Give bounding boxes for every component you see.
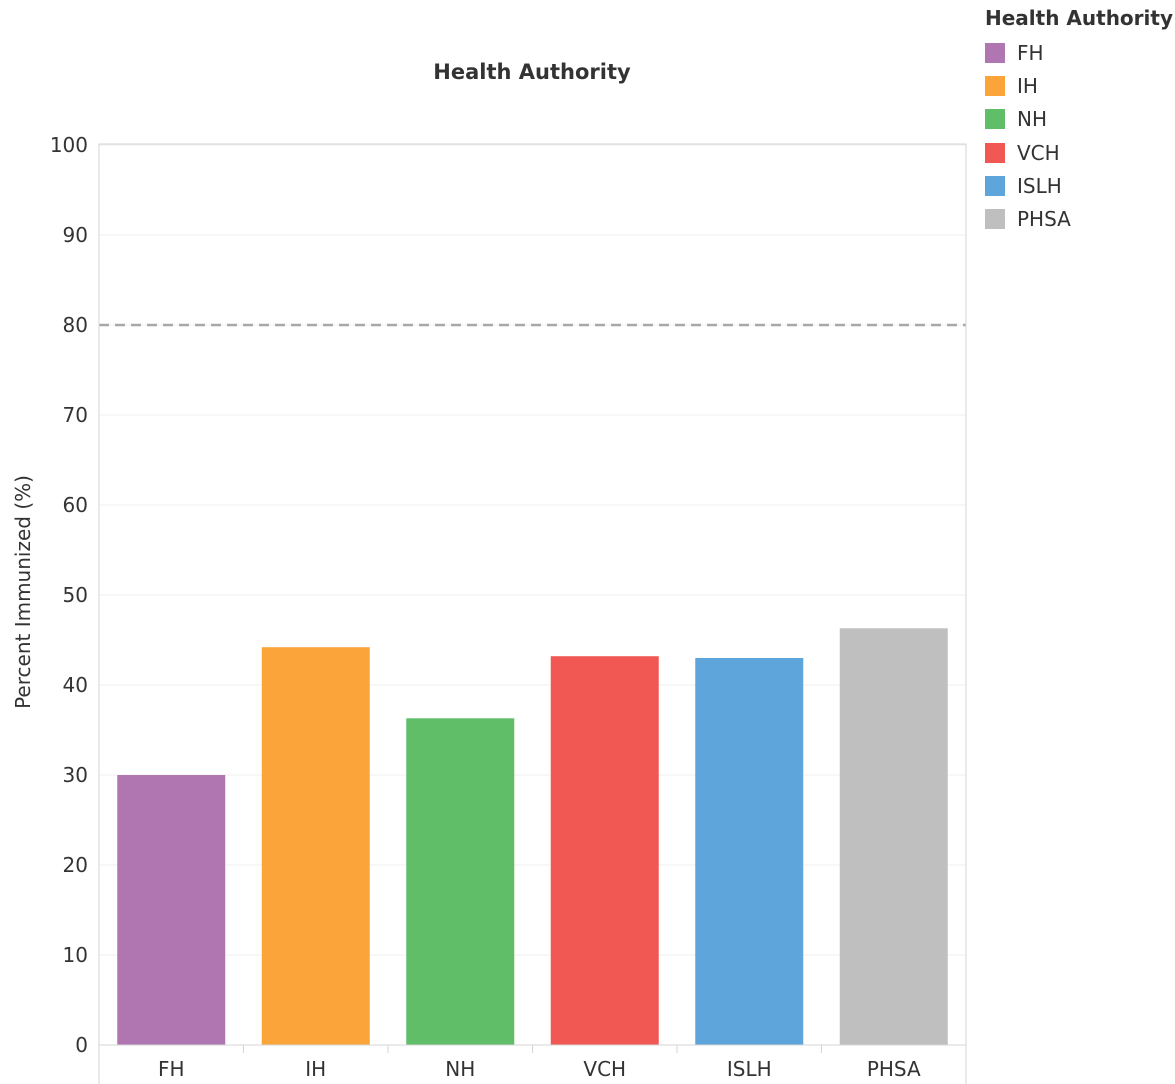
legend-swatch — [985, 42, 1005, 63]
x-tick-labels: FH IH NH VCH ISLH PHSA — [158, 1045, 921, 1081]
bar-vch — [550, 656, 659, 1045]
chart-title: Health Authority — [433, 60, 631, 84]
x-tick-label: FH — [158, 1057, 185, 1081]
legend-label: VCH — [1017, 140, 1060, 165]
legend-item-vch[interactable]: VCH — [985, 136, 1173, 169]
y-tick-label: 60 — [63, 493, 88, 517]
legend-swatch — [985, 109, 1005, 130]
bar-phsa — [839, 628, 948, 1045]
legend-label: ISLH — [1017, 173, 1062, 198]
x-tick-label: ISLH — [727, 1057, 772, 1081]
y-tick-label: 50 — [63, 583, 88, 607]
legend-swatch — [985, 209, 1005, 230]
bar-fh — [117, 775, 226, 1045]
axes — [98, 143, 967, 1084]
y-tick-labels: 0 10 20 30 40 50 60 70 80 90 100 — [50, 133, 88, 1057]
legend-items: FH IH NH VCH ISLH PHSA — [985, 36, 1173, 236]
y-tick-label: 0 — [75, 1033, 88, 1057]
y-tick-label: 80 — [63, 313, 88, 337]
y-axis-label: Percent Immunized (%) — [11, 475, 35, 709]
x-tick-label: IH — [305, 1057, 326, 1081]
y-tick-label: 90 — [63, 223, 88, 247]
legend-item-fh[interactable]: FH — [985, 36, 1173, 69]
bar-nh — [406, 718, 515, 1045]
legend-swatch — [985, 175, 1005, 196]
legend-item-nh[interactable]: NH — [985, 103, 1173, 136]
legend-title: Health Authority — [985, 6, 1173, 30]
legend-label: FH — [1017, 40, 1044, 65]
legend-label: NH — [1017, 107, 1047, 132]
legend-swatch — [985, 75, 1005, 96]
y-tick-label: 70 — [63, 403, 88, 427]
legend-swatch — [985, 142, 1005, 163]
bars — [117, 628, 948, 1045]
x-tick-label: NH — [445, 1057, 475, 1081]
y-tick-label: 40 — [63, 673, 88, 697]
x-tick-label: VCH — [583, 1057, 626, 1081]
y-tick-label: 30 — [63, 763, 88, 787]
legend-item-ih[interactable]: IH — [985, 69, 1173, 102]
y-tick-label: 10 — [63, 943, 88, 967]
legend-item-phsa[interactable]: PHSA — [985, 202, 1173, 235]
y-tick-label: 20 — [63, 853, 88, 877]
bar-ih — [261, 647, 370, 1045]
legend-label: IH — [1017, 73, 1038, 98]
legend-label: PHSA — [1017, 207, 1071, 232]
gridlines — [99, 144, 966, 956]
legend-item-islh[interactable]: ISLH — [985, 169, 1173, 202]
legend: Health Authority FH IH NH VCH ISLH PHSA — [985, 6, 1173, 236]
y-tick-label: 100 — [50, 133, 88, 157]
x-tick-label: PHSA — [867, 1057, 921, 1081]
bar-islh — [695, 658, 804, 1045]
